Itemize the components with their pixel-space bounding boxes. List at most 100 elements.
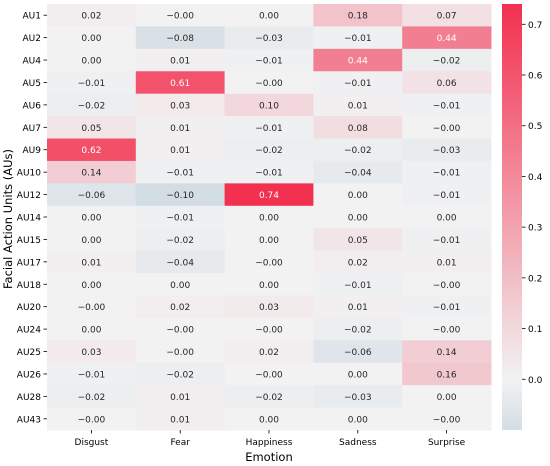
heatmap-cell: [135, 183, 226, 207]
cell-value-label: 0.00: [259, 214, 279, 224]
heatmap-cell: [47, 385, 137, 409]
heatmap-cell: [313, 138, 403, 162]
cell-value-label: −0.00: [255, 79, 283, 89]
x-tick-labels: Disgust Fear Happiness Sadness Surprise: [75, 430, 466, 448]
cell-value-label: 0.08: [348, 124, 368, 134]
heatmap-cell: [135, 205, 226, 229]
heatmap-cell: [135, 407, 226, 431]
cell-value-label: −0.01: [433, 169, 461, 179]
heatmap-cell: [47, 183, 137, 207]
cell-value-label: −0.06: [344, 348, 372, 358]
cell-value-label: −0.02: [166, 370, 194, 380]
y-tick-label: AU20: [17, 303, 41, 313]
cell-value-label: −0.00: [78, 415, 106, 425]
cell-value-label: −0.00: [433, 124, 461, 134]
y-tick-label: AU17: [17, 258, 41, 268]
cell-value-label: −0.00: [166, 326, 194, 336]
colorbar-tick-label: 0.2: [528, 274, 542, 284]
cell-value-label: 0.02: [81, 12, 101, 22]
heatmap-cell: [224, 93, 314, 117]
heatmap-cell: [313, 295, 403, 319]
cell-value-label: −0.01: [344, 79, 372, 89]
heatmap-cell: [313, 407, 403, 431]
heatmap-cell: [313, 4, 403, 27]
heatmap-cell: [402, 385, 492, 409]
cell-value-label: −0.02: [344, 146, 372, 156]
heatmap-cell: [135, 138, 226, 162]
heatmap-cell: [135, 385, 226, 409]
cell-value-label: 0.16: [437, 370, 457, 380]
cell-value-label: −0.02: [78, 101, 106, 111]
cell-value-label: 0.18: [348, 12, 368, 22]
cell-value-label: 0.61: [170, 79, 190, 89]
heatmap-cell: [313, 71, 403, 95]
heatmap-cell: [135, 26, 226, 50]
colorbar: [502, 4, 522, 430]
cell-value-label: −0.02: [255, 146, 283, 156]
heatmap-cell: [402, 273, 492, 296]
y-tick-labels: AU1 AU2 AU4 AU5 AU6 AU7 AU9 AU10 AU12 AU14 AU15 AU1…: [17, 12, 47, 425]
cell-value-label: 0.00: [259, 415, 279, 425]
heatmap-cell: [135, 362, 226, 386]
cell-value-label: 0.01: [170, 146, 190, 156]
heatmap-cell: [47, 228, 137, 252]
cell-value-label: −0.01: [166, 169, 194, 179]
heatmap-cell: [47, 407, 137, 431]
cell-value-label: 0.03: [81, 348, 101, 358]
cell-value-label: −0.02: [433, 57, 461, 67]
y-tick-label: AU6: [23, 101, 42, 111]
heatmap-cell: [224, 4, 314, 27]
cell-value-label: 0.03: [259, 303, 279, 313]
cell-value-label: 0.00: [81, 214, 101, 224]
heatmap-cell: [313, 48, 403, 72]
x-tick-label: Fear: [170, 438, 190, 448]
heatmap-cell: [402, 407, 492, 431]
heatmap-cell: [224, 183, 314, 207]
heatmap-cell: [135, 116, 226, 140]
cell-value-label: −0.01: [433, 101, 461, 111]
heatmap-cell: [313, 385, 403, 409]
heatmap-cell: [224, 250, 314, 274]
cell-value-label: −0.01: [255, 57, 283, 67]
colorbar-tick-label: 0.5: [528, 122, 542, 132]
cell-value-label: −0.10: [166, 191, 194, 201]
colorbar-tick-label: 0.1: [528, 325, 542, 335]
cell-value-label: 0.00: [259, 236, 279, 246]
cell-value-label: −0.00: [255, 258, 283, 268]
cell-value-label: 0.14: [81, 169, 101, 179]
cell-value-label: 0.00: [437, 214, 457, 224]
cell-value-label: −0.01: [78, 370, 106, 380]
cell-value-label: 0.00: [170, 281, 190, 291]
cell-value-label: 0.01: [81, 258, 101, 268]
y-tick-label: AU2: [23, 34, 41, 44]
colorbar-tick-label: 0.7: [528, 21, 542, 31]
y-axis-label: Facial Action Units (AUs): [1, 149, 15, 289]
heatmap-cell: [135, 4, 226, 27]
y-tick-label: AU1: [23, 12, 41, 22]
heatmap-cell: [402, 26, 492, 50]
cell-value-label: −0.00: [78, 303, 106, 313]
heatmap-cell: [402, 93, 492, 117]
heatmap-cell: [313, 340, 403, 364]
y-tick-label: AU43: [17, 415, 41, 425]
y-tick-label: AU18: [17, 281, 41, 291]
cell-value-label: 0.00: [259, 281, 279, 291]
cell-value-label: −0.08: [166, 34, 194, 44]
heatmap-cell: [402, 362, 492, 386]
heatmap-cell: [313, 205, 403, 229]
heatmap-cell: [224, 205, 314, 229]
heatmap-cell: [224, 273, 314, 296]
heatmap-cell: [47, 273, 137, 296]
cell-value-label: 0.14: [437, 348, 457, 358]
heatmap-cell: [224, 407, 314, 431]
heatmap-cell: [313, 250, 403, 274]
heatmap-cell: [47, 26, 137, 50]
heatmap-cells: [47, 4, 492, 431]
x-tick-label: Disgust: [75, 438, 109, 448]
y-tick-label: AU10: [17, 169, 41, 179]
cell-value-label: −0.01: [166, 214, 194, 224]
y-tick-label: AU4: [23, 57, 42, 67]
heatmap-cell: [47, 93, 137, 117]
heatmap-cell: [135, 48, 226, 72]
